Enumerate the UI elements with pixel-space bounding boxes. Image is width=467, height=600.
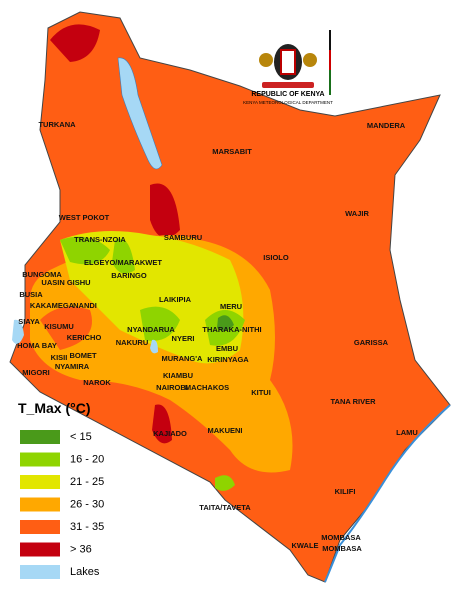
legend-swatch — [20, 497, 60, 512]
county-label: MURANG'A — [162, 354, 204, 363]
county-label: NANDI — [73, 301, 97, 310]
county-label: KISII — [51, 353, 68, 362]
temperature-zones — [30, 24, 293, 491]
county-label: NAROK — [83, 378, 111, 387]
legend-label: > 36 — [70, 543, 92, 555]
legend-label: 31 - 35 — [70, 521, 104, 533]
county-label: TURKANA — [38, 120, 76, 129]
county-label: ISIOLO — [263, 253, 289, 262]
legend-swatch — [20, 475, 60, 489]
county-label: EMBU — [216, 344, 238, 353]
legend-label: < 15 — [70, 431, 92, 443]
emblem — [259, 30, 331, 95]
county-label: ELGEYO/MARAKWET — [84, 258, 162, 267]
county-label: KERICHO — [67, 333, 102, 342]
county-label: UASIN GISHU — [41, 278, 90, 287]
county-label: KAKAMEGA — [30, 301, 75, 310]
county-label: LAMU — [396, 428, 418, 437]
county-label: NAKURU — [116, 338, 149, 347]
county-label: TRANS-NZOIA — [74, 235, 126, 244]
legend-label: Lakes — [70, 566, 100, 578]
county-label: GARISSA — [354, 338, 389, 347]
legend-label: 16 - 20 — [70, 453, 104, 465]
header-title: REPUBLIC OF KENYA — [251, 91, 324, 98]
county-label: KISUMU — [44, 322, 74, 331]
county-label: BUNGOMA — [22, 270, 62, 279]
county-label: WEST POKOT — [59, 213, 110, 222]
county-label: MARSABIT — [212, 147, 252, 156]
coastline — [324, 404, 451, 583]
county-label: LAIKIPIA — [159, 295, 192, 304]
county-label: MOMBASA — [321, 533, 361, 542]
legend-title: T_Max (°C) — [18, 400, 91, 416]
county-label: MANDERA — [367, 121, 406, 130]
county-label: KILIFI — [335, 487, 356, 496]
legend: < 15 16 - 20 21 - 25 26 - 30 31 - 35 > 36 Lake… — [20, 430, 104, 579]
county-label: NYANDARUA — [127, 325, 175, 334]
legend-swatch — [20, 430, 60, 444]
county-label: WAJIR — [345, 209, 369, 218]
county-label: THARAKA-NITHI — [202, 325, 261, 334]
legend-swatch — [20, 520, 60, 534]
county-labels: TURKANA MARSABIT MANDERA WAJIR WEST POKOT SAM… — [17, 120, 418, 553]
county-label: MOMBASA — [322, 544, 362, 553]
county-label: BARINGO — [111, 271, 147, 280]
county-label: SIAYA — [18, 317, 40, 326]
legend-swatch — [20, 565, 60, 579]
legend-swatch — [20, 542, 60, 557]
county-label: MAKUENI — [208, 426, 243, 435]
legend-label: 26 - 30 — [70, 498, 104, 510]
county-label: KITUI — [251, 388, 271, 397]
county-label: KIRINYAGA — [207, 355, 249, 364]
lakes — [12, 57, 163, 354]
county-label: HOMA BAY — [17, 341, 57, 350]
legend-swatch — [20, 452, 60, 467]
county-label: KAJIADO — [153, 429, 187, 438]
legend-label: 21 - 25 — [70, 476, 104, 488]
county-label: TAITA/TAVETA — [199, 503, 251, 512]
county-label: BUSIA — [19, 290, 43, 299]
county-label: NAIROBI — [156, 383, 188, 392]
county-label: MERU — [220, 302, 242, 311]
county-label: NYAMIRA — [55, 362, 90, 371]
county-label: SAMBURU — [164, 233, 202, 242]
county-label: KIAMBU — [163, 371, 193, 380]
county-label: TANA RIVER — [331, 397, 377, 406]
county-label: MIGORI — [22, 368, 50, 377]
header-subtitle: KENYA METEOROLOGICAL DEPARTMENT — [243, 100, 333, 105]
county-label: MACHAKOS — [185, 383, 229, 392]
county-label: BOMET — [69, 351, 97, 360]
county-label: KWALE — [291, 541, 318, 550]
county-label: NYERI — [172, 334, 195, 343]
